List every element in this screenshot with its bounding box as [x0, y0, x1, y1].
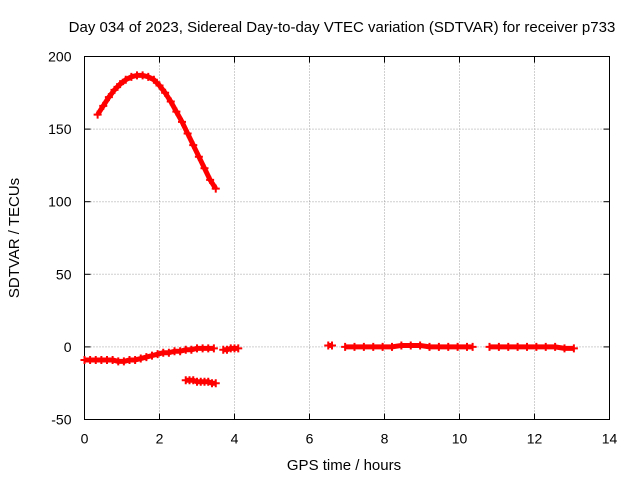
x-tick-label: 0 — [81, 431, 89, 447]
data-point — [211, 379, 220, 388]
data-point — [504, 342, 513, 351]
data-point — [532, 342, 541, 351]
data-point — [142, 353, 151, 362]
data-point — [341, 342, 350, 351]
data-point — [209, 344, 218, 353]
series-arc-low-2 — [219, 344, 243, 354]
data-point — [468, 342, 477, 351]
data-point — [127, 72, 136, 81]
data-point — [104, 93, 113, 102]
data-point — [108, 355, 117, 364]
y-tick-label: 200 — [48, 49, 72, 65]
data-point — [513, 342, 522, 351]
data-point — [541, 342, 550, 351]
data-point — [350, 342, 359, 351]
data-point — [136, 354, 145, 363]
data-point — [406, 341, 415, 350]
x-axis-label: GPS time / hours — [287, 457, 401, 474]
data-point — [523, 342, 531, 351]
y-tick-label: 50 — [56, 266, 72, 282]
data-point — [148, 351, 156, 360]
data-point — [116, 80, 125, 89]
data-point — [155, 81, 164, 90]
x-tick-label: 12 — [527, 431, 543, 447]
series-line — [95, 72, 218, 190]
data-point — [206, 175, 215, 184]
data-point — [204, 377, 213, 386]
data-point — [121, 75, 130, 84]
x-tick-label: 10 — [452, 431, 468, 447]
data-point — [560, 344, 569, 353]
data-point — [234, 344, 243, 353]
data-point — [99, 101, 108, 110]
data-point — [569, 344, 578, 353]
data-point — [187, 345, 196, 354]
data-point — [328, 341, 336, 350]
data-point — [183, 129, 192, 138]
x-tick-label: 6 — [306, 431, 314, 447]
data-point — [434, 342, 443, 351]
data-point — [138, 71, 147, 80]
data-point — [551, 342, 560, 351]
series-arc-late-3 — [485, 342, 578, 353]
plot-frame — [84, 56, 610, 420]
data-point — [164, 348, 173, 357]
data-point — [416, 341, 425, 350]
y-tick-label: 0 — [64, 339, 72, 355]
series-arc-late-2 — [341, 341, 477, 351]
data-point — [178, 117, 186, 126]
x-tick-label: 8 — [381, 431, 389, 447]
series-arc-negative — [181, 376, 220, 388]
data-point — [172, 107, 181, 116]
y-tick-label: -50 — [51, 412, 71, 428]
y-tick-label: 100 — [48, 194, 72, 210]
x-tick-label: 14 — [602, 431, 618, 447]
data-point — [176, 347, 185, 356]
series-line — [489, 344, 574, 351]
data-point — [453, 342, 462, 351]
data-points — [80, 71, 578, 388]
data-point — [425, 342, 434, 351]
series-arc-low-1 — [80, 344, 218, 366]
data-point — [211, 184, 220, 193]
data-point — [200, 164, 209, 173]
data-point — [144, 72, 153, 81]
data-point — [153, 350, 162, 359]
data-point — [110, 85, 119, 94]
grid — [84, 56, 610, 420]
data-point — [131, 355, 140, 364]
data-point — [189, 141, 198, 150]
data-point — [166, 97, 175, 106]
series-arc-high — [93, 71, 220, 193]
axis-ticks: 0 2 4 6 8 10 12 14 -50 0 50 100 150 200 — [48, 49, 617, 447]
data-point — [388, 342, 396, 351]
chart-title: Day 034 of 2023, Sidereal Day-to-day VTE… — [69, 19, 616, 36]
series-arc-late-1 — [324, 341, 336, 350]
data-point — [194, 152, 203, 161]
y-tick-label: 150 — [48, 121, 72, 137]
data-point — [161, 88, 170, 97]
data-point — [369, 342, 378, 351]
data-point — [119, 357, 128, 366]
data-point — [93, 110, 102, 119]
data-point — [494, 342, 503, 351]
data-point — [485, 342, 494, 351]
data-point — [359, 342, 368, 351]
x-tick-label: 4 — [231, 431, 239, 447]
data-point — [444, 342, 453, 351]
data-point — [149, 75, 158, 84]
x-tick-label: 2 — [156, 431, 164, 447]
data-point — [189, 376, 198, 385]
data-point — [397, 341, 406, 350]
data-point — [378, 342, 387, 351]
y-axis-label: SDTVAR / TECUs — [6, 178, 23, 298]
data-point — [223, 345, 231, 354]
